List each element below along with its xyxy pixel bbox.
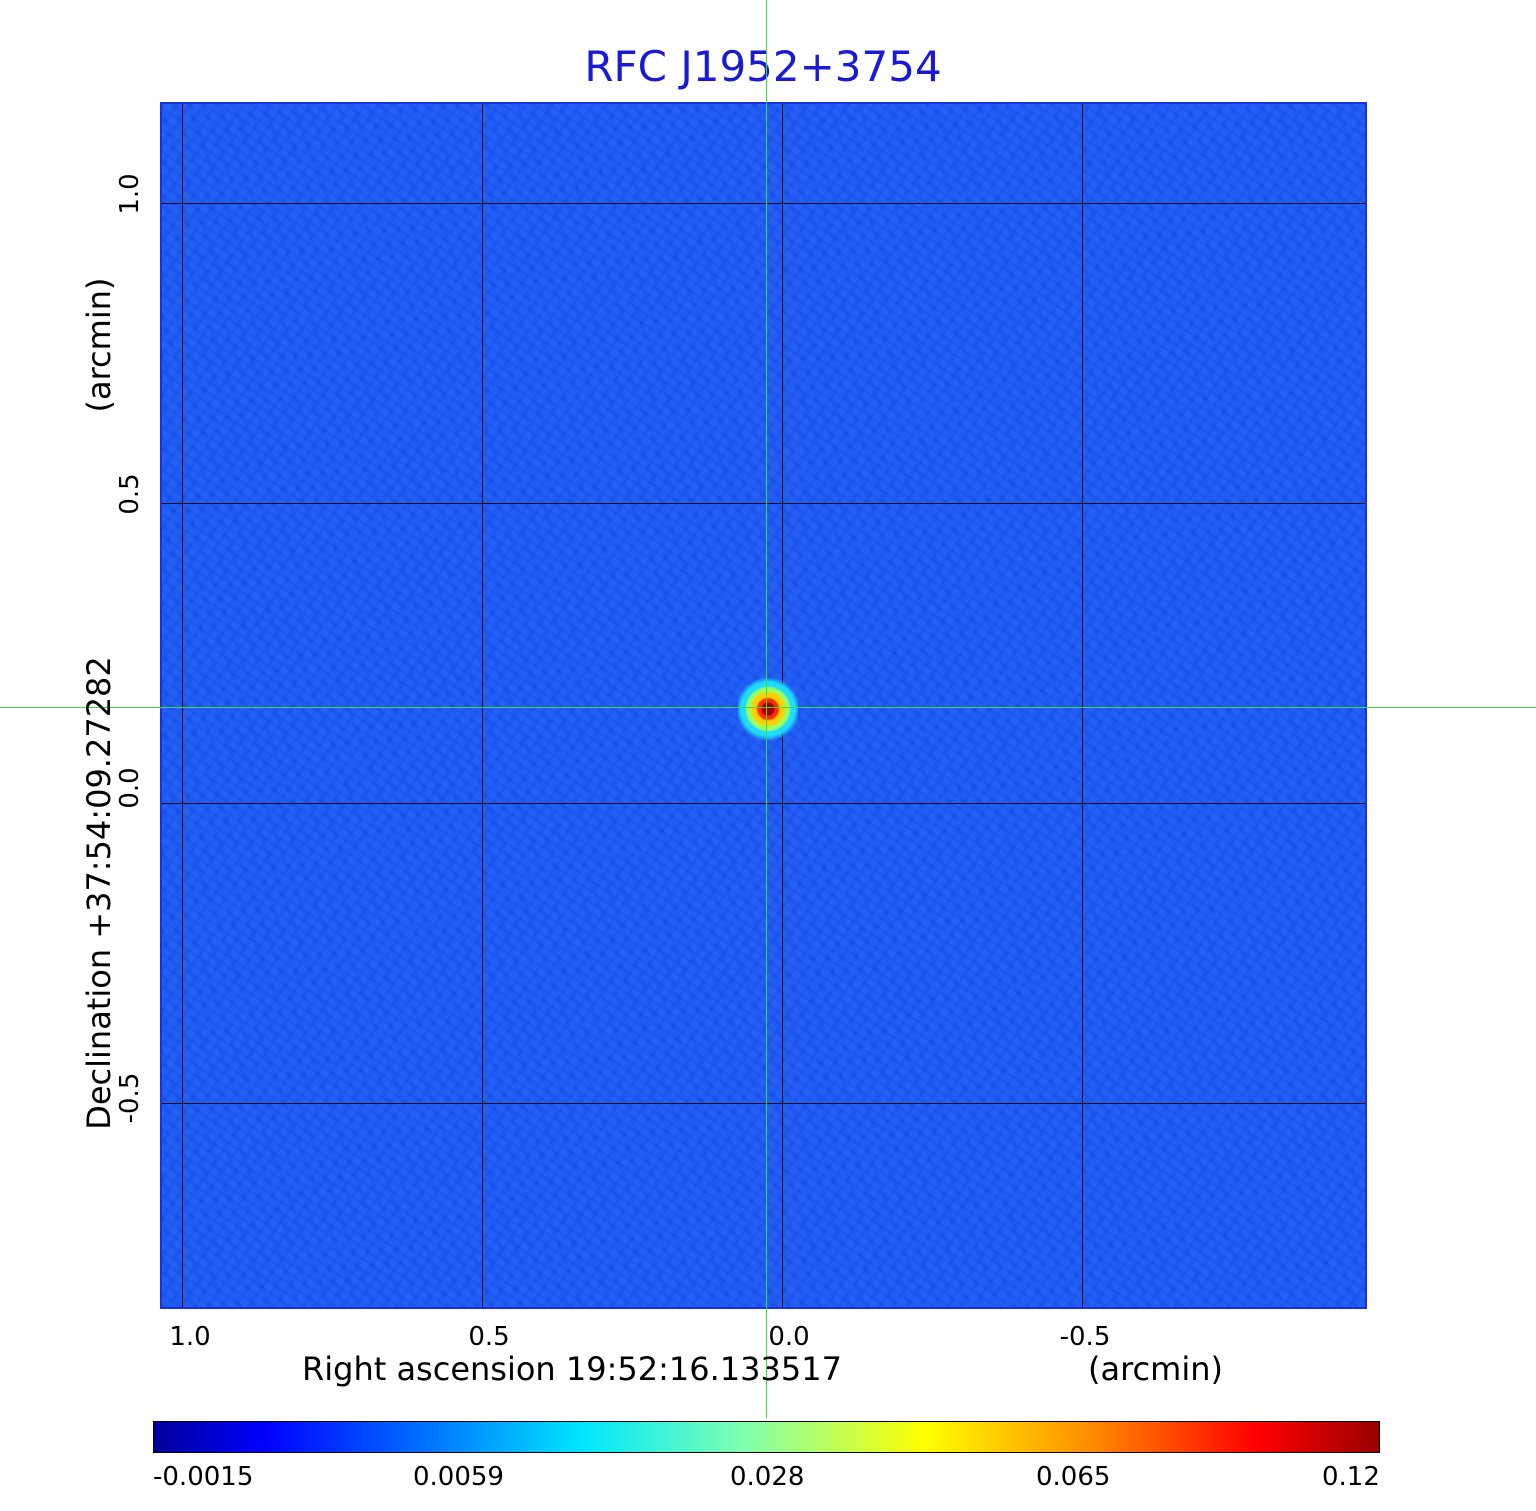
y-axis-unit: (arcmin) <box>80 277 118 413</box>
grid-line-ra-0.5 <box>482 104 483 1307</box>
grid-line-ra--0.5 <box>1082 104 1083 1307</box>
crosshair-horizontal <box>0 707 1536 708</box>
image-title: RFC J1952+3754 <box>584 42 942 91</box>
grid-line-dec-0.5 <box>162 503 1365 504</box>
y-tick-label: 1.0 <box>115 173 145 215</box>
grid-line-dec--0.5 <box>162 1103 1365 1104</box>
grid-line-dec-1.0 <box>162 203 1365 204</box>
x-axis-label: Right ascension 19:52:16.133517 <box>302 1350 842 1388</box>
y-tick-label: -0.5 <box>115 1072 145 1124</box>
x-axis-unit: (arcmin) <box>1088 1350 1223 1388</box>
crosshair-vertical <box>766 0 767 1418</box>
x-tick-label: 0.5 <box>468 1322 510 1352</box>
y-tick-label: 0.5 <box>115 473 145 515</box>
y-tick-label: 0.0 <box>115 767 145 809</box>
colorbar <box>153 1421 1380 1453</box>
radio-source-peak <box>738 677 798 741</box>
grid-line-ra-1.0 <box>182 104 183 1307</box>
y-axis-label: Declination +37:54:09.27282 <box>80 656 118 1130</box>
x-tick-label: -0.5 <box>1059 1322 1111 1352</box>
x-tick-label: 1.0 <box>169 1322 211 1352</box>
colorbar-label: 0.065 <box>1036 1462 1111 1492</box>
colorbar-label: 0.12 <box>1322 1462 1380 1492</box>
colorbar-label: 0.028 <box>730 1462 805 1492</box>
radio-image-map[interactable] <box>160 102 1367 1309</box>
colorbar-label: -0.0015 <box>153 1462 254 1492</box>
grid-line-dec-0.0 <box>162 803 1365 804</box>
x-tick-label: 0.0 <box>768 1322 810 1352</box>
colorbar-label: 0.0059 <box>413 1462 504 1492</box>
